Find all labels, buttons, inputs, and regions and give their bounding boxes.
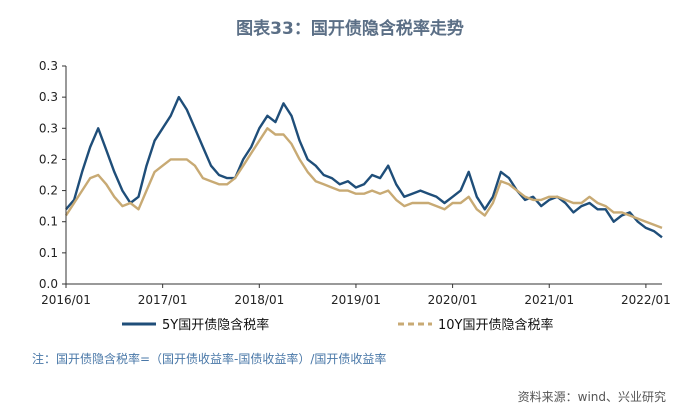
legend-label: 5Y国开债隐含税率: [162, 317, 269, 333]
y-tick-label: 0.3: [39, 121, 58, 135]
x-axis-ticks: 2016/01 2017/01 2018/01 2019/01 2020/01 2021/…: [41, 284, 671, 307]
y-tick-label: 0.1: [39, 215, 58, 229]
chart-title: 图表33：国开债隐含税率走势: [236, 19, 464, 39]
chart-note: 注：国开债隐含税率=（国开债收益率-国债收益率）/国开债收益率: [32, 352, 387, 366]
x-tick-label: 2021/01: [524, 293, 574, 307]
y-axis-ticks: 0.0 0.1 0.1 0.2 0.2 0.3 0.3 0.3: [39, 59, 66, 291]
x-tick-label: 2020/01: [428, 293, 478, 307]
y-tick-label: 0.2: [39, 152, 58, 166]
x-tick-label: 2018/01: [234, 293, 284, 307]
x-tick-label: 2016/01: [41, 293, 91, 307]
series-layer: [64, 95, 663, 239]
y-tick-label: 0.2: [39, 184, 58, 198]
x-tick-label: 2022/01: [621, 293, 671, 307]
legend-item-10y: 10Y国开债隐含税率: [398, 317, 553, 333]
series-10y-line: [64, 127, 663, 230]
source-attribution: 资料来源：wind、兴业研究: [517, 390, 666, 404]
legend-label: 10Y国开债隐含税率: [438, 317, 553, 333]
x-tick-label: 2017/01: [138, 293, 188, 307]
y-tick-label: 0.3: [39, 90, 58, 104]
legend-item-5y: 5Y国开债隐含税率: [122, 317, 269, 333]
legend: 5Y国开债隐含税率 10Y国开债隐含税率: [122, 317, 553, 333]
x-tick-label: 2019/01: [331, 293, 381, 307]
series-5y-line: [65, 95, 663, 239]
y-tick-label: 0.0: [39, 277, 58, 291]
y-tick-label: 0.1: [39, 246, 58, 260]
y-tick-label: 0.3: [39, 59, 58, 73]
